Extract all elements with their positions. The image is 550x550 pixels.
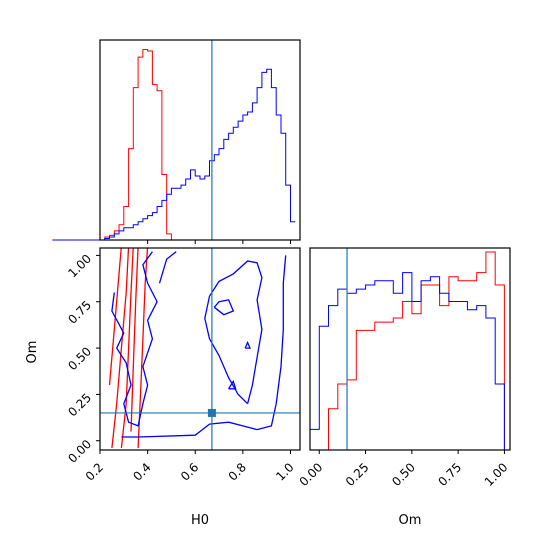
- om-ytick-label-2: 0.25: [65, 391, 94, 420]
- contour-group: [108, 248, 287, 449]
- h0-histogram-series-2: [52, 68, 296, 241]
- om-histogram-frame: [309, 247, 511, 451]
- contour-series-1-level-1: [120, 248, 134, 449]
- contour-series-2-level-1: [111, 251, 158, 427]
- contour-series-1-level-3: [137, 248, 149, 449]
- contour-series-1-level-2: [111, 248, 130, 449]
- contour-series-2-level-7: [244, 340, 251, 349]
- om-ytick-label-1: 0.00: [65, 437, 94, 466]
- contour-panel-frame: [99, 247, 301, 451]
- om-xtick-label-3: 0.50: [389, 460, 418, 489]
- om-histogram-series-1: [310, 251, 505, 451]
- h0-xtick-label-4: 0.8: [226, 460, 249, 483]
- x-axis-label-h0: H0: [191, 513, 209, 528]
- contour-series-2-level-4: [213, 299, 235, 316]
- contour-series-2-level-3: [204, 260, 263, 405]
- om-ytick-label-5: 1.00: [65, 252, 94, 281]
- h0-xtick-label-3: 0.6: [178, 460, 201, 483]
- om-xtick-label-2: 0.25: [343, 460, 372, 489]
- contour-series-2-level-2: [121, 255, 287, 438]
- h0-xtick-label-5: 1.0: [273, 460, 296, 483]
- contour-series-2-level-6: [228, 379, 237, 390]
- om-xtick-label-4: 0.75: [435, 460, 464, 489]
- truth-marker: [207, 408, 216, 417]
- contour-series-1-level-5: [108, 248, 122, 386]
- h0-xtick-label-2: 0.4: [130, 460, 153, 483]
- om-ytick-label-4: 0.75: [65, 298, 94, 327]
- h0-histogram-series-1: [52, 49, 296, 241]
- om-histogram-series-2: [309, 272, 505, 450]
- contour-series-2-level-5: [158, 251, 177, 284]
- x-axis-label-om: Om: [399, 513, 422, 528]
- om-ytick-label-3: 0.50: [65, 344, 94, 373]
- h0-xtick-label-1: 0.2: [83, 460, 106, 483]
- om-xtick-label-1: 0.00: [297, 460, 326, 489]
- h0-histogram-panel: [52, 39, 301, 244]
- om-xtick-label-5: 1.00: [482, 460, 511, 489]
- h0-histogram-frame: [99, 39, 301, 241]
- y-axis-label-om: Om: [25, 341, 40, 364]
- h0-om-contour-panel: 0.2 0.4 0.6 0.8 1.0 0.00 0.25 0.50 0.75 1.00: [65, 247, 301, 484]
- om-histogram-panel: 0.00 0.25 0.50 0.75 1.00: [297, 247, 511, 489]
- contour-series-1-level-4: [130, 248, 139, 432]
